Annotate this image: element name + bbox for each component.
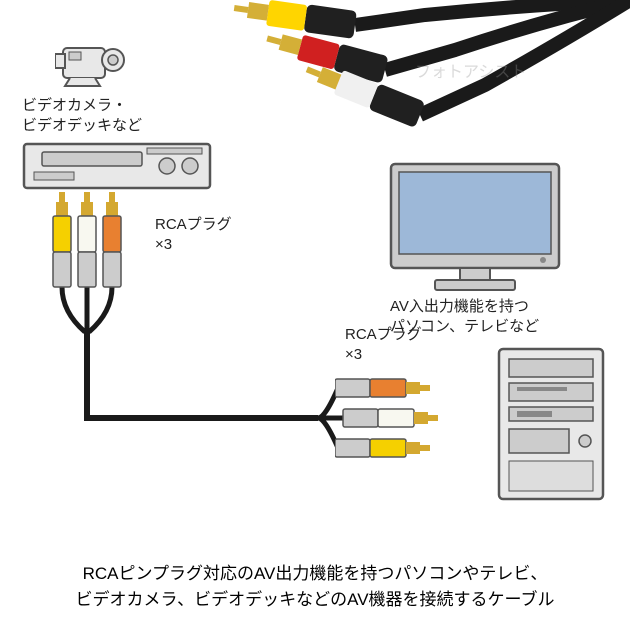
monitor-icon — [385, 160, 565, 295]
right-rca-plugs — [335, 370, 495, 470]
bottom-description: RCAピンプラグ対応のAV出力機能を持つパソコンやテレビ、 ビデオカメラ、ビデオ… — [0, 561, 630, 612]
pc-tv-label: AV入出力機能を持つ パソコン、テレビなど — [390, 297, 539, 336]
pc-tower-icon — [495, 345, 607, 503]
